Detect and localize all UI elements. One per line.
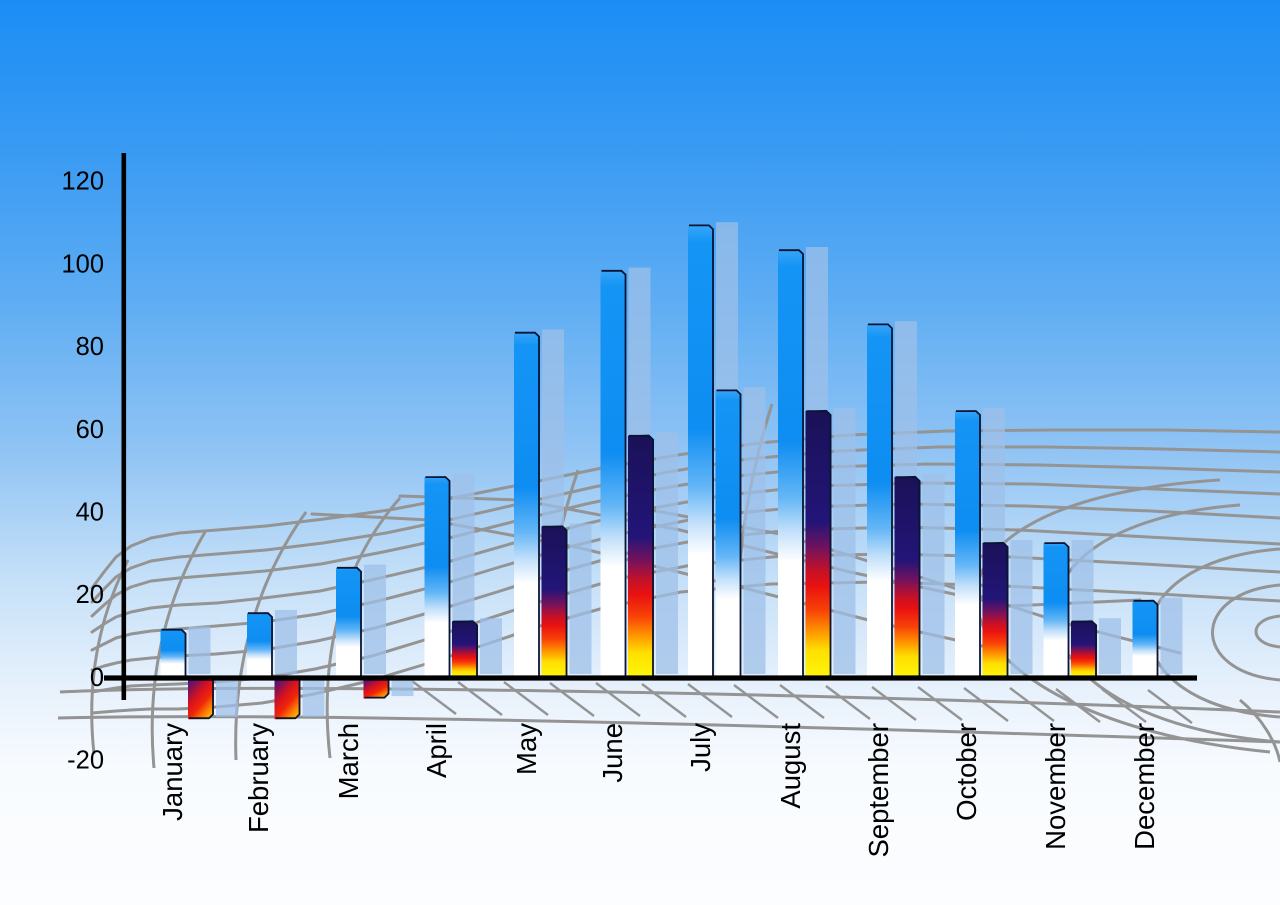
svg-text:September: September bbox=[863, 723, 894, 858]
svg-text:June: June bbox=[597, 723, 628, 783]
svg-text:May: May bbox=[511, 723, 542, 775]
svg-text:60: 60 bbox=[76, 416, 104, 444]
svg-text:August: August bbox=[775, 723, 806, 809]
svg-text:20: 20 bbox=[76, 581, 104, 609]
svg-text:0: 0 bbox=[90, 664, 104, 692]
svg-text:November: November bbox=[1040, 723, 1071, 850]
svg-text:April: April bbox=[421, 723, 452, 778]
svg-text:January: January bbox=[157, 723, 188, 821]
svg-text:October: October bbox=[951, 723, 982, 821]
svg-text:40: 40 bbox=[76, 499, 104, 527]
svg-text:-20: -20 bbox=[67, 747, 104, 775]
svg-text:July: July bbox=[685, 723, 716, 772]
svg-text:March: March bbox=[333, 723, 364, 799]
svg-text:February: February bbox=[243, 723, 274, 833]
svg-text:120: 120 bbox=[61, 168, 104, 196]
svg-text:100: 100 bbox=[61, 250, 104, 278]
svg-text:80: 80 bbox=[76, 333, 104, 361]
svg-text:December: December bbox=[1129, 723, 1160, 850]
